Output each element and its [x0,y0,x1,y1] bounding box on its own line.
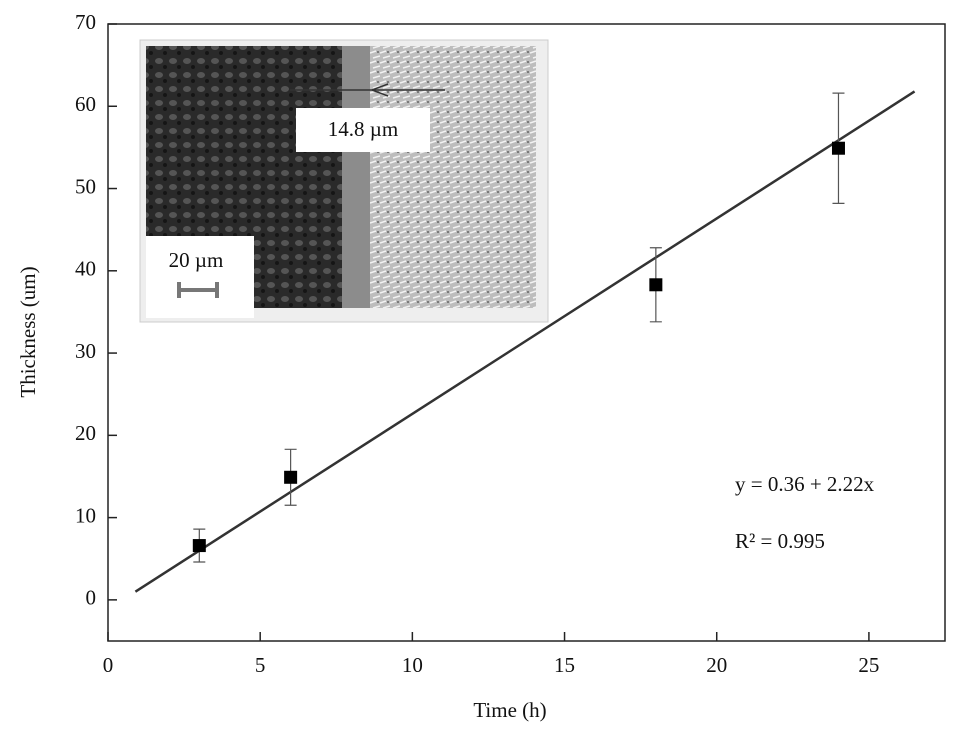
scale-box [146,236,254,318]
x-tick-label: 0 [103,653,114,677]
inset-arrow-head [371,83,389,97]
x-tick-label: 10 [402,653,423,677]
y-tick-label: 70 [75,10,96,34]
y-tick-label: 0 [86,586,97,610]
y-tick-label: 30 [75,339,96,363]
y-axis-label: Thickness (um) [16,266,40,397]
y-tick-label: 10 [75,503,96,527]
plot-area [107,23,946,642]
data-point [649,278,663,292]
inset-label: 14.8 µm [328,117,398,141]
x-axis-label: Time (h) [473,698,546,722]
annotation: y = 0.36 + 2.22x [735,472,875,496]
inset-label-box [296,108,430,152]
x-tick-label: 20 [706,653,727,677]
x-tick-label: 25 [858,653,879,677]
scale-bar [177,282,219,298]
fit-line [134,90,916,593]
data-point [284,470,298,484]
inset-light-region [370,46,536,308]
y-tick-label: 50 [75,174,96,198]
plot-frame [107,23,946,642]
inset-layer [342,46,370,308]
data-point [192,539,206,553]
y-tick-label: 60 [75,92,96,116]
scale-label: 20 µm [169,248,224,272]
x-tick-label: 5 [255,653,266,677]
y-tick-label: 20 [75,421,96,445]
annotation: R² = 0.995 [735,529,825,553]
y-tick-label: 40 [75,257,96,281]
inset-image: 14.8 µm 20 µm [139,39,549,323]
data-point [831,141,845,155]
x-tick-label: 15 [554,653,575,677]
